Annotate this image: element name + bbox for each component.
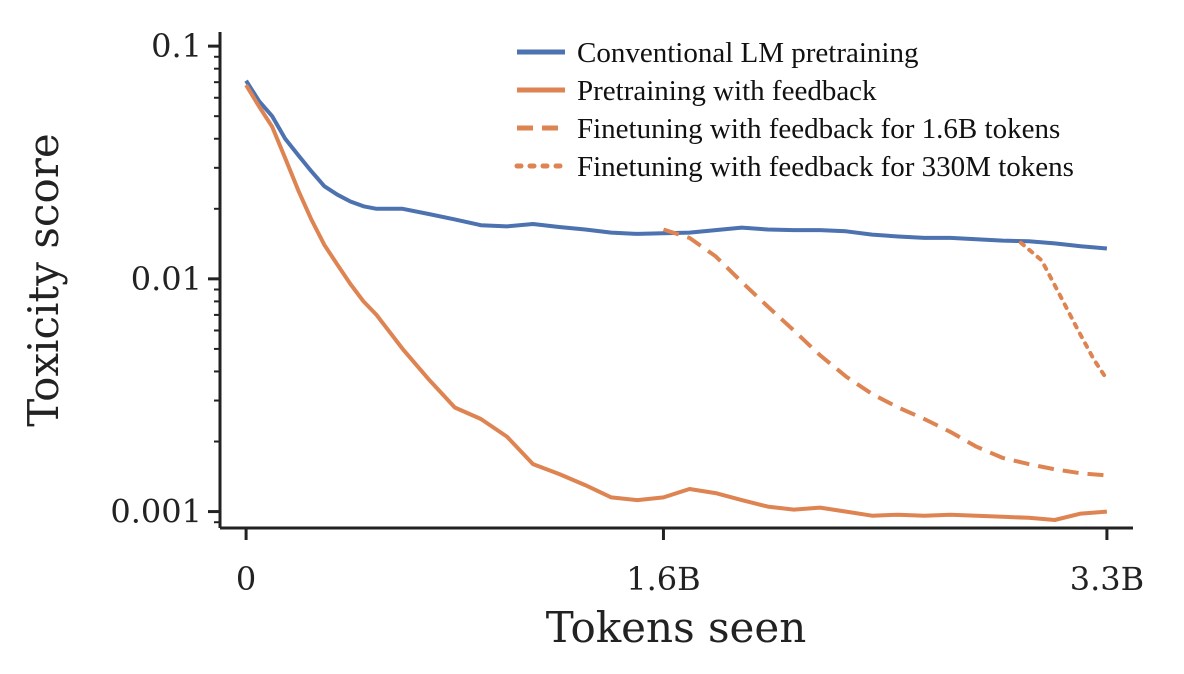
x-tick-label-1: 1.6B xyxy=(626,560,700,598)
series-line-2 xyxy=(662,227,1108,478)
series-line-3 xyxy=(1018,240,1109,382)
x-tick-label-2: 3.3B xyxy=(1070,560,1144,598)
legend: Conventional LM pretraining Pretraining w… xyxy=(514,37,1074,183)
legend-label-1: Pretraining with feedback xyxy=(577,75,877,107)
ticks: 0 1.6B 3.3B 0.1 0.01 0.001 xyxy=(110,27,1144,598)
x-axis-title: Tokens seen xyxy=(546,603,807,652)
legend-label-0: Conventional LM pretraining xyxy=(577,37,919,69)
series-line-1 xyxy=(244,84,1108,522)
series-line-0 xyxy=(244,79,1108,251)
series-lines xyxy=(244,79,1109,522)
legend-label-2: Finetuning with feedback for 1.6B tokens xyxy=(577,113,1060,145)
y-tick-label-2: 0.001 xyxy=(110,493,202,531)
y-tick-label-1: 0.01 xyxy=(131,260,202,298)
legend-label-3: Finetuning with feedback for 330M tokens xyxy=(577,151,1074,183)
y-axis-title: Toxicity score xyxy=(19,133,68,426)
minor-ticks xyxy=(214,55,220,524)
y-tick-label-0: 0.1 xyxy=(151,27,202,65)
x-tick-label-0: 0 xyxy=(236,560,256,598)
